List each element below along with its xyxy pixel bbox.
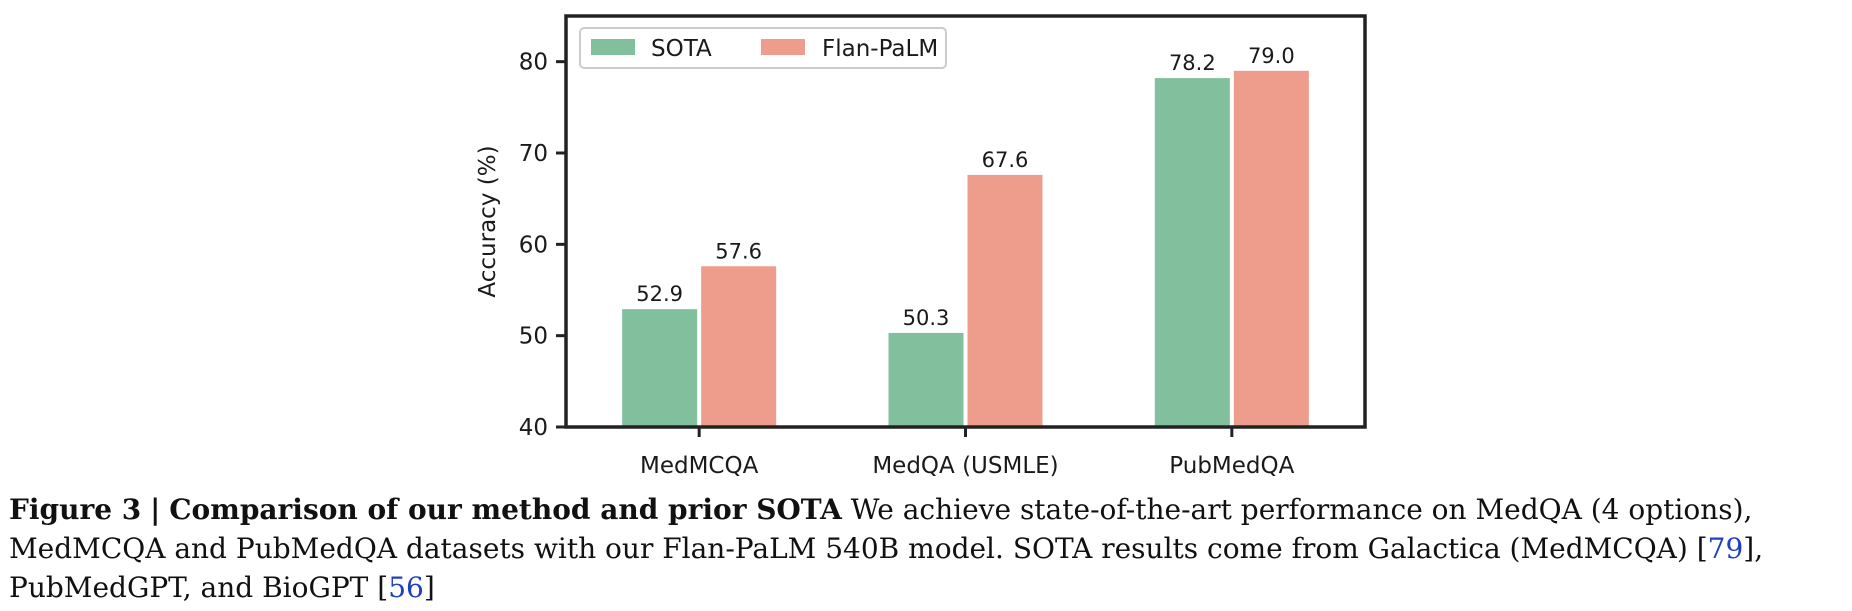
figure-label: Figure 3 [9, 493, 142, 526]
legend-label-flan-palm: Flan-PaLM [822, 36, 938, 62]
figure-caption: Figure 3 | Comparison of our method and … [9, 490, 1845, 607]
data-label-flan-palm-pubmedqa: 79.0 [1248, 44, 1295, 68]
bars-group [622, 70, 1309, 428]
bar-flan-palm-medqa-usmle [967, 174, 1043, 427]
y-axis-label: Accuracy (%) [475, 145, 501, 297]
y-tick-label-40: 40 [519, 415, 548, 441]
citation-link-56[interactable]: 56 [388, 571, 424, 604]
data-label-sota-pubmedqa: 78.2 [1169, 51, 1216, 75]
legend-swatch-flan-palm [761, 39, 805, 55]
citation-link-79[interactable]: 79 [1707, 532, 1744, 565]
legend: SOTA Flan-PaLM [579, 27, 947, 69]
data-label-sota-medqa-usmle: 50.3 [903, 306, 950, 330]
data-label-sota-medmcqa: 52.9 [636, 282, 683, 306]
y-tick-label-80: 80 [519, 50, 548, 76]
data-label-flan-palm-medqa-usmle: 67.6 [982, 148, 1029, 172]
caption-text-2: ], PubMedGPT, and BioGPT [ [9, 532, 1764, 604]
bar-flan-palm-pubmedqa [1233, 70, 1309, 428]
bar-chart: 52.9 57.6 50.3 67.6 78.2 79.0 40 50 60 70 80 MedM… [475, 14, 1367, 479]
data-labels-group: 52.9 57.6 50.3 67.6 78.2 79.0 [636, 44, 1294, 330]
x-tick-label-medmcqa: MedMCQA [640, 453, 759, 479]
y-axis: 40 50 60 70 80 [519, 50, 566, 441]
y-tick-label-60: 60 [519, 232, 548, 258]
legend-label-sota: SOTA [651, 36, 712, 62]
x-tick-label-pubmedqa: PubMedQA [1169, 453, 1294, 479]
bar-sota-medqa-usmle [888, 332, 964, 427]
x-tick-label-medqa-usmle: MedQA (USMLE) [872, 453, 1058, 479]
bar-sota-pubmedqa [1154, 78, 1230, 428]
data-label-flan-palm-medmcqa: 57.6 [715, 239, 762, 263]
y-tick-label-50: 50 [519, 324, 548, 350]
bar-sota-medmcqa [622, 309, 698, 427]
caption-text: We achieve state-of-the-art performance … [9, 493, 1753, 565]
bar-flan-palm-medmcqa [701, 266, 777, 427]
x-axis: MedMCQA MedQA (USMLE) PubMedQA [640, 427, 1295, 479]
caption-separator: | [150, 493, 161, 526]
legend-swatch-sota [591, 39, 635, 55]
y-tick-label-70: 70 [519, 141, 548, 167]
caption-text-3: ] [423, 571, 435, 604]
caption-title: Comparison of our method and prior SOTA [169, 493, 842, 526]
